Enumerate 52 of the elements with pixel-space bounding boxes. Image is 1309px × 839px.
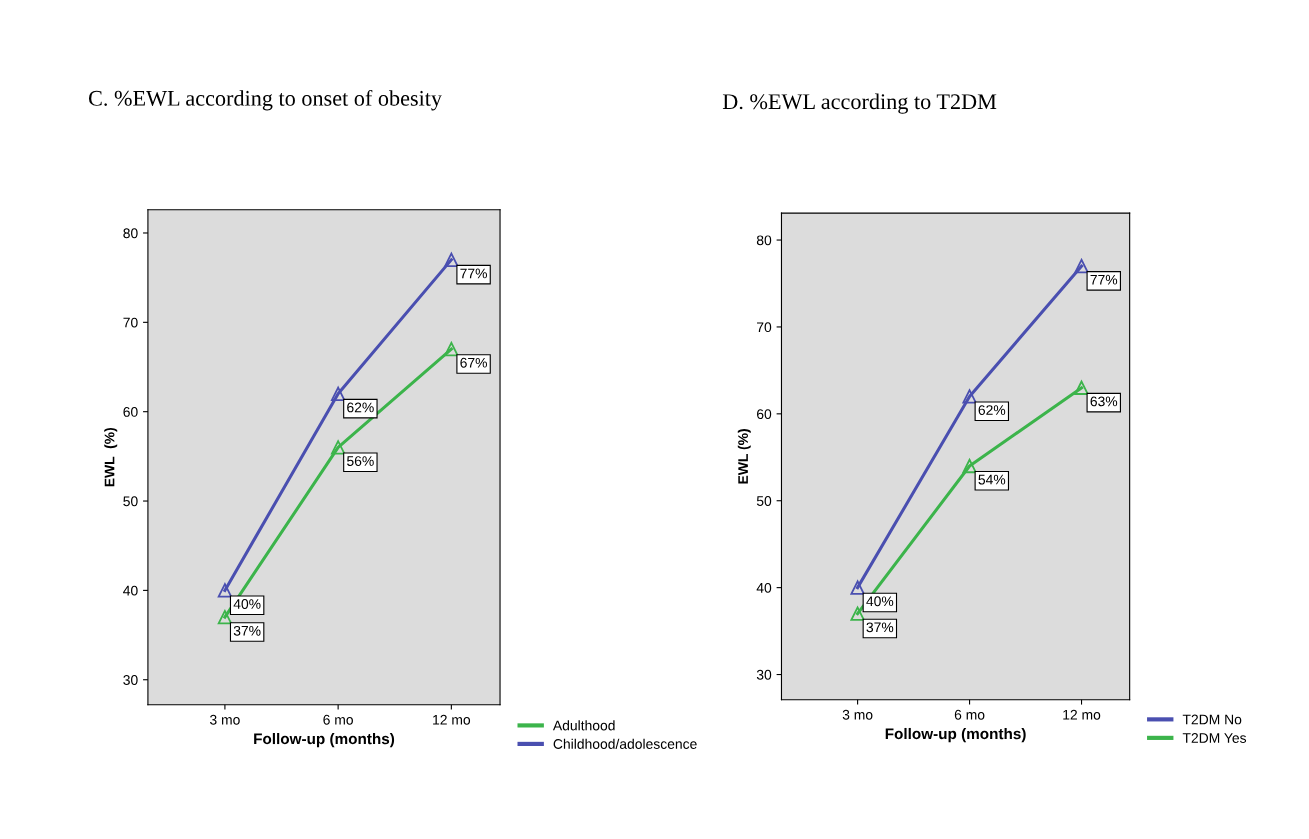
point — [330, 386, 346, 401]
chart-title: D. %EWL according to T2DM — [722, 93, 997, 114]
x-tick-label: 3 mo — [842, 709, 873, 720]
legend-label: Adulthood — [552, 720, 615, 731]
y-axis-title: EWL (%) — [104, 427, 118, 487]
x-tick-label: 6 mo — [323, 714, 353, 725]
x-tick-label: 12 mo — [433, 714, 471, 725]
x-axis-title: Follow-up (months) — [254, 732, 395, 748]
point — [962, 458, 977, 474]
y-tick-label: 80 — [123, 228, 138, 239]
x-tick-label: 12 mo — [1063, 709, 1101, 720]
point — [217, 610, 233, 625]
point — [217, 583, 233, 598]
data-label: 37% — [866, 622, 894, 633]
data-label: 62% — [978, 405, 1006, 415]
y-tick-label: 60 — [123, 407, 138, 417]
data-label: 56% — [347, 456, 374, 466]
y-tick-label: 70 — [757, 322, 772, 333]
legend-label: Childhood/adolescence — [553, 738, 697, 749]
point — [330, 440, 346, 455]
chart-title: C. %EWL according to onset of obesity — [88, 89, 442, 111]
legend-label: T2DM No — [1182, 714, 1242, 725]
y-tick-label: 60 — [757, 409, 772, 420]
data-label: 40% — [866, 596, 894, 607]
y-tick-label: 30 — [756, 669, 772, 680]
point — [850, 580, 865, 595]
point — [444, 341, 459, 357]
y-tick-label: 40 — [123, 585, 138, 596]
legend-label: T2DM Yes — [1182, 733, 1247, 743]
y-tick-label: 40 — [756, 582, 772, 593]
x-tick-label: 6 mo — [954, 709, 985, 720]
y-axis-title: EWL (%) — [737, 429, 751, 484]
point — [850, 606, 865, 621]
y-tick-label: 70 — [123, 317, 138, 328]
data-label: 77% — [1090, 274, 1118, 285]
y-tick-label: 50 — [123, 496, 138, 507]
data-label: 54% — [978, 474, 1006, 485]
y-tick-label: 80 — [756, 235, 772, 246]
data-label: 63% — [1090, 396, 1118, 407]
point — [1074, 380, 1089, 395]
data-label: 37% — [233, 625, 261, 636]
x-tick-label: 3 mo — [210, 714, 240, 725]
data-label: 40% — [233, 599, 261, 609]
data-label: 77% — [460, 268, 487, 279]
x-axis-title: Follow-up (months) — [885, 727, 1026, 743]
point — [1074, 258, 1089, 274]
y-tick-label: 30 — [123, 675, 138, 685]
point — [962, 389, 977, 404]
point — [444, 252, 459, 267]
y-tick-label: 50 — [756, 496, 772, 506]
data-label: 62% — [347, 402, 374, 413]
data-label: 67% — [460, 357, 487, 368]
